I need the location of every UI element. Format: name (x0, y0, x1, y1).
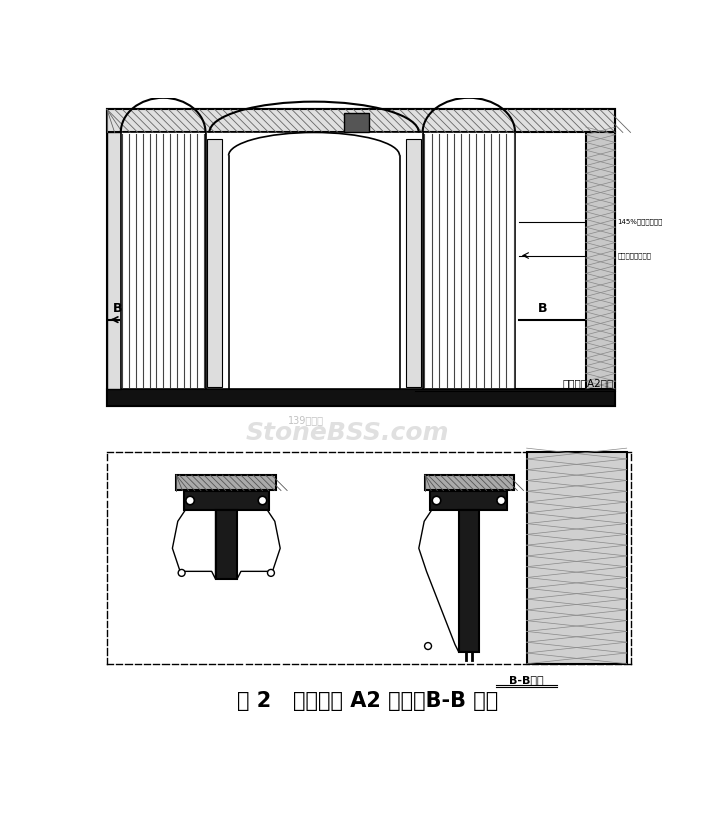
Bar (205, 133, 423, 389)
Text: 干挂钢龙骨石挂侧: 干挂钢龙骨石挂侧 (617, 252, 651, 259)
Circle shape (432, 496, 441, 504)
Polygon shape (419, 509, 459, 652)
Circle shape (186, 496, 195, 504)
Polygon shape (172, 509, 215, 579)
Bar (107, 389, 615, 406)
Bar (107, 109, 615, 133)
Bar (107, 109, 615, 406)
Circle shape (497, 496, 505, 504)
Bar (459, 509, 479, 652)
Bar (430, 491, 508, 509)
Bar (423, 133, 515, 389)
Bar (176, 475, 276, 491)
Circle shape (268, 570, 274, 576)
Circle shape (424, 642, 432, 650)
Text: 145%钢塑支撑连接: 145%钢塑支撑连接 (617, 219, 663, 226)
Circle shape (258, 496, 266, 504)
Polygon shape (237, 509, 280, 579)
Bar (406, 139, 421, 387)
Bar (207, 139, 223, 387)
Text: 图 2   一层门厅 A2 立面、B-B 剖面: 图 2 一层门厅 A2 立面、B-B 剖面 (238, 690, 498, 711)
Bar (215, 509, 237, 579)
Text: StoneBSS.com: StoneBSS.com (246, 421, 449, 445)
Bar (107, 133, 121, 389)
Bar (121, 133, 205, 389)
Text: B: B (113, 302, 123, 315)
Bar (526, 452, 627, 663)
Bar (344, 113, 369, 133)
Circle shape (178, 570, 185, 576)
Text: 139石材网: 139石材网 (288, 416, 324, 425)
Text: B-B剖面: B-B剖面 (509, 676, 544, 685)
Bar (586, 133, 615, 389)
Text: B: B (538, 302, 548, 315)
Text: 一层门厅A2立面: 一层门厅A2立面 (562, 378, 614, 388)
Bar (425, 475, 513, 491)
Bar (184, 491, 269, 509)
